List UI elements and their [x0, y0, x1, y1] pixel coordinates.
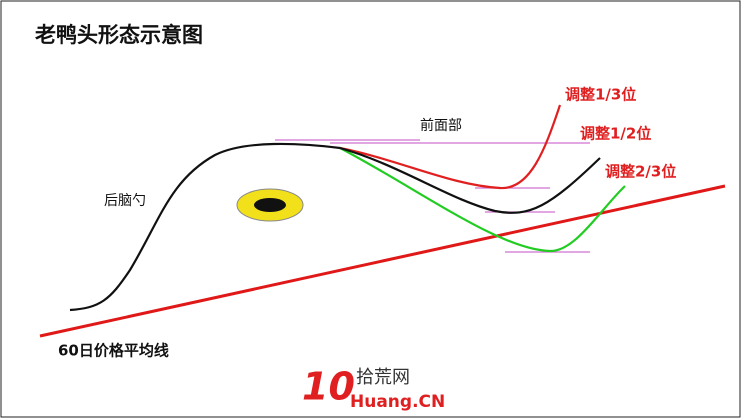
logo-domain: Huang.CN — [350, 392, 445, 412]
moving-average-label: 60日价格平均线 — [58, 342, 169, 360]
green-curve — [339, 147, 626, 253]
adjust-label: 调整1/3位 — [565, 86, 636, 104]
adjust-label: 调整1/2位 — [580, 125, 651, 143]
red-curve — [339, 104, 562, 190]
moving-average-line — [39, 184, 726, 338]
title: 老鸭头形态示意图 — [35, 23, 203, 47]
eye-pupil — [254, 198, 286, 212]
back-head-label: 后脑勺 — [104, 193, 146, 209]
adjust-label: 调整2/3位 — [605, 163, 676, 181]
logo-number: 10 — [302, 365, 355, 409]
black-curve — [69, 142, 601, 312]
logo-name: 拾荒网 — [356, 367, 410, 388]
front-face-label: 前面部 — [420, 117, 462, 134]
